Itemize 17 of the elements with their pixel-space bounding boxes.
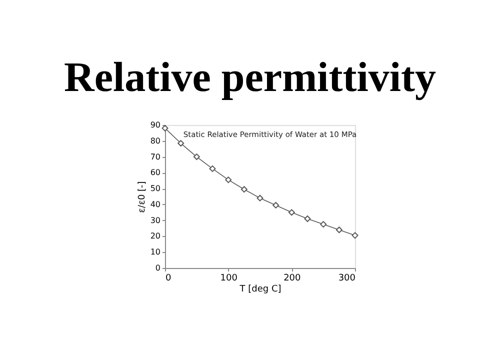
y-tick-label: 20 xyxy=(150,232,160,241)
x-tick-label: 100 xyxy=(220,274,238,284)
x-tick-label: 200 xyxy=(284,274,302,284)
x-tick-label: 300 xyxy=(338,274,356,284)
y-axis-title: ε/ε0 [-] xyxy=(137,181,148,213)
y-tick-label: 0 xyxy=(155,264,160,272)
y-tick-label: 50 xyxy=(150,184,160,194)
x-axis-title: T [deg C] xyxy=(238,284,282,294)
y-tick-label: 80 xyxy=(150,136,160,146)
y-tick-label: 70 xyxy=(150,152,160,162)
y-tick-label: 40 xyxy=(150,200,160,209)
y-tick-label: 10 xyxy=(150,248,160,257)
x-tick-label: 0 xyxy=(166,274,172,284)
chart-title: Relative permittivity xyxy=(64,55,436,101)
y-tick-label: 30 xyxy=(150,216,160,225)
y-tick-label: 60 xyxy=(150,168,160,178)
y-tick-label: 90 xyxy=(150,120,160,130)
